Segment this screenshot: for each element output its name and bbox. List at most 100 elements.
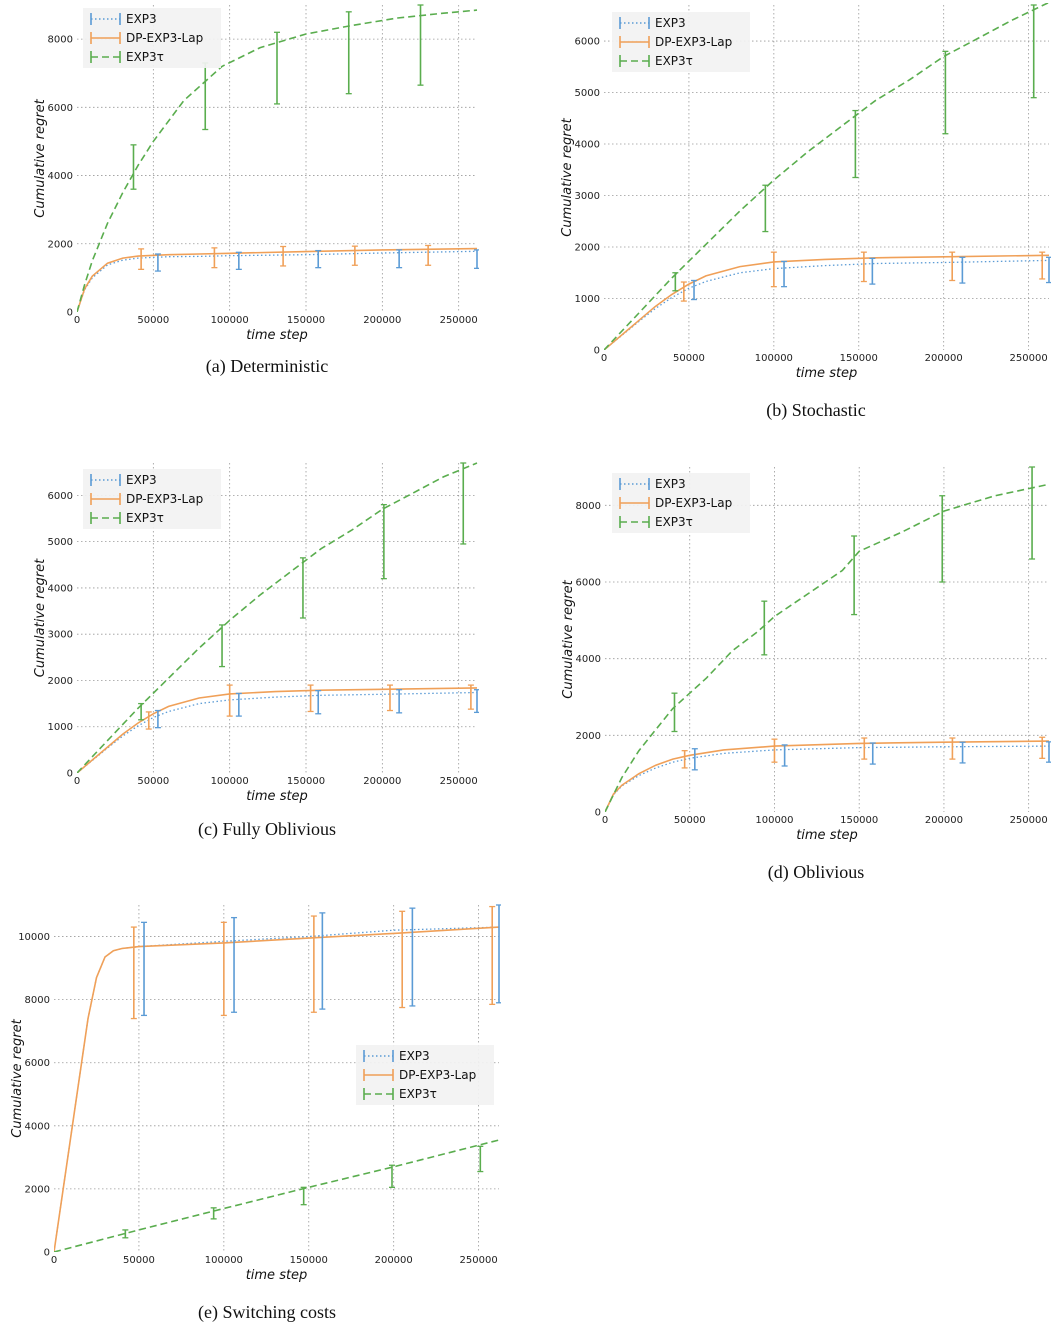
series-line-exp3	[605, 745, 1050, 812]
error-bar-exp3	[319, 912, 326, 1010]
error-bar-exp3	[691, 279, 698, 301]
error-bar-exp3	[141, 921, 148, 1017]
series-line-exp3-tau	[77, 462, 478, 773]
x-tick-label: 250000	[1010, 353, 1048, 364]
error-bar-exp3	[154, 709, 161, 729]
error-bar-exp3-tau	[417, 4, 424, 86]
error-bar-exp3-tau	[388, 1164, 395, 1188]
y-tick-label: 6000	[576, 578, 601, 589]
error-bar-dp-exp3-lap	[949, 737, 956, 760]
legend-label-exp3: EXP3	[126, 12, 157, 26]
y-tick-label: 2000	[48, 239, 73, 250]
error-bar-exp3	[869, 742, 876, 765]
x-tick-label: 50000	[137, 776, 169, 787]
x-tick-label: 100000	[211, 776, 249, 787]
error-bar-exp3	[1046, 741, 1051, 763]
error-bar-dp-exp3-lap	[489, 905, 496, 1006]
y-tick-label: 10000	[18, 932, 50, 943]
y-tick-label: 4000	[48, 583, 73, 594]
x-tick-label: 200000	[363, 776, 401, 787]
chart-caption: (c) Fully Oblivious	[198, 819, 336, 840]
y-tick-label: 6000	[48, 103, 73, 114]
error-bar-exp3-tau	[345, 11, 352, 95]
legend-label-exp3-tau: EXP3τ	[655, 54, 693, 68]
error-bar-dp-exp3-lap	[310, 915, 317, 1013]
y-tick-label: 1000	[48, 722, 73, 733]
error-bar-exp3	[409, 907, 416, 1007]
x-tick-label: 50000	[123, 1255, 155, 1266]
chart-d: 0 50000 100000 150000 200000 250000 0 2000 4000 6…	[561, 466, 1051, 883]
legend: EXP3 DP-EXP3-Lap EXP3τ	[356, 1045, 494, 1105]
legend-label-dp-exp3-lap: DP-EXP3-Lap	[655, 35, 732, 49]
error-bar-dp-exp3-lap	[211, 247, 218, 269]
x-axis-label: time step	[796, 828, 858, 843]
y-tick-label: 0	[595, 808, 601, 819]
legend: EXP3 DP-EXP3-Lap EXP3τ	[83, 8, 221, 68]
error-bar-dp-exp3-lap	[425, 244, 432, 266]
error-bar-dp-exp3-lap	[949, 251, 956, 282]
error-bar-dp-exp3-lap	[770, 251, 777, 288]
error-bar-dp-exp3-lap	[1039, 251, 1046, 280]
x-tick-label: 250000	[460, 1255, 498, 1266]
legend-label-exp3-tau: EXP3τ	[126, 511, 164, 525]
series-line-dp-exp3-lap	[605, 740, 1050, 812]
error-bar-dp-exp3-lap	[467, 684, 474, 710]
error-bar-dp-exp3-lap	[861, 737, 868, 760]
legend-label-exp3: EXP3	[399, 1049, 430, 1063]
error-bar-dp-exp3-lap	[351, 245, 358, 266]
error-bar-exp3	[154, 253, 161, 272]
error-bar-exp3	[231, 916, 238, 1013]
legend-label-exp3: EXP3	[655, 477, 686, 491]
error-bar-exp3	[235, 251, 242, 271]
error-bar-dp-exp3-lap	[860, 251, 867, 283]
x-tick-label: 100000	[755, 353, 793, 364]
error-bar-exp3	[474, 689, 479, 714]
error-bar-dp-exp3-lap	[680, 281, 687, 302]
error-bar-exp3	[496, 904, 501, 1004]
error-bar-dp-exp3-lap	[226, 684, 233, 717]
series-line-dp-exp3-lap	[77, 247, 478, 312]
error-bar-exp3-tau	[130, 144, 137, 190]
error-bar-exp3	[691, 748, 698, 771]
error-bar-exp3-tau	[122, 1229, 129, 1239]
error-bar-dp-exp3-lap	[399, 910, 406, 1009]
error-bar-dp-exp3-lap	[386, 684, 393, 712]
error-bar-exp3	[315, 689, 322, 715]
y-tick-label: 8000	[48, 35, 73, 46]
legend-label-exp3-tau: EXP3τ	[126, 50, 164, 64]
error-bar-exp3-tau	[851, 535, 858, 616]
y-tick-label: 0	[67, 769, 73, 780]
error-bar-exp3	[781, 744, 788, 767]
error-bar-exp3-tau	[138, 702, 145, 721]
error-bar-exp3-tau	[671, 692, 678, 733]
x-tick-label: 0	[51, 1255, 57, 1266]
x-tick-label: 0	[74, 776, 80, 787]
chart-a: 0 50000 100000 150000 200000 250000 0 2000 4000 6…	[33, 4, 479, 377]
error-bar-exp3-tau	[939, 495, 946, 583]
series-line-exp3	[604, 259, 1050, 350]
legend-label-dp-exp3-lap: DP-EXP3-Lap	[126, 31, 203, 45]
x-tick-label: 50000	[674, 815, 706, 826]
y-axis-label: Cumulative regret	[33, 558, 48, 677]
y-tick-label: 4000	[48, 171, 73, 182]
y-tick-label: 4000	[575, 140, 600, 151]
error-bar-exp3	[396, 689, 403, 714]
error-bar-dp-exp3-lap	[681, 750, 688, 769]
legend: EXP3 DP-EXP3-Lap EXP3τ	[612, 12, 750, 72]
chart-b: 0 50000 100000 150000 200000 250000 0 1000 2000 3…	[560, 3, 1051, 421]
y-tick-label: 5000	[48, 537, 73, 548]
y-axis-label: Cumulative regret	[10, 1018, 25, 1137]
chart-caption: (d) Oblivious	[768, 862, 865, 883]
series-line-exp3-tau	[54, 1139, 500, 1252]
error-bar-dp-exp3-lap	[138, 248, 145, 271]
error-bar-exp3-tau	[300, 1186, 307, 1206]
x-tick-label: 250000	[1010, 815, 1048, 826]
chart-c: 0 50000 100000 150000 200000 250000 0 1000 2000 3…	[33, 462, 479, 840]
x-tick-label: 150000	[287, 776, 325, 787]
y-tick-label: 2000	[48, 676, 73, 687]
x-axis-label: time step	[246, 328, 308, 343]
error-bar-dp-exp3-lap	[130, 926, 137, 1020]
error-bar-exp3	[959, 741, 966, 764]
y-tick-label: 8000	[576, 501, 601, 512]
